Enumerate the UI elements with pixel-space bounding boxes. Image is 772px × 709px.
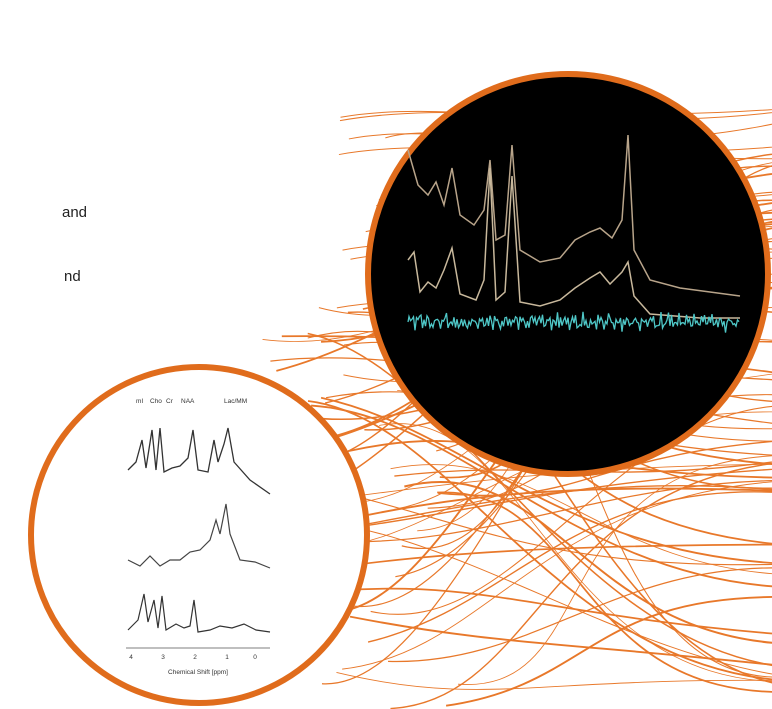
text-fragment: and: [62, 204, 87, 221]
axis-tick-label: 2: [193, 654, 197, 661]
light-spectrum-circle: mI Cho Cr NAA Lac/MM 4 3 2 1 0 Chemical …: [31, 367, 367, 703]
fiber: [328, 490, 772, 565]
peak-label: NAA: [181, 398, 195, 405]
fiber: [343, 589, 772, 636]
fiber: [350, 617, 772, 668]
dark-spectrum-circle: [368, 74, 768, 474]
text-fragment: nd: [64, 268, 81, 285]
circle-frame: [31, 367, 367, 703]
page: {"text_fragments": ["and", "nd"], "spect…: [0, 0, 772, 709]
peak-label: Cr: [166, 398, 174, 405]
peak-label: Lac/MM: [224, 398, 247, 405]
circle-frame: [368, 74, 768, 474]
peak-label: mI: [136, 398, 143, 405]
axis-tick-label: 4: [129, 654, 133, 661]
axis-tick-label: 3: [161, 654, 165, 661]
axis-tick-label: 0: [253, 654, 257, 661]
axis-tick-label: 1: [225, 654, 229, 661]
peak-label: Cho: [150, 398, 162, 405]
fiber: [336, 672, 772, 689]
axis-label: Chemical Shift [ppm]: [168, 669, 228, 676]
illustration: and nd mI Cho Cr NAA Lac/MM 4 3 2 1 0 Ch…: [0, 0, 772, 709]
fiber: [368, 492, 772, 642]
